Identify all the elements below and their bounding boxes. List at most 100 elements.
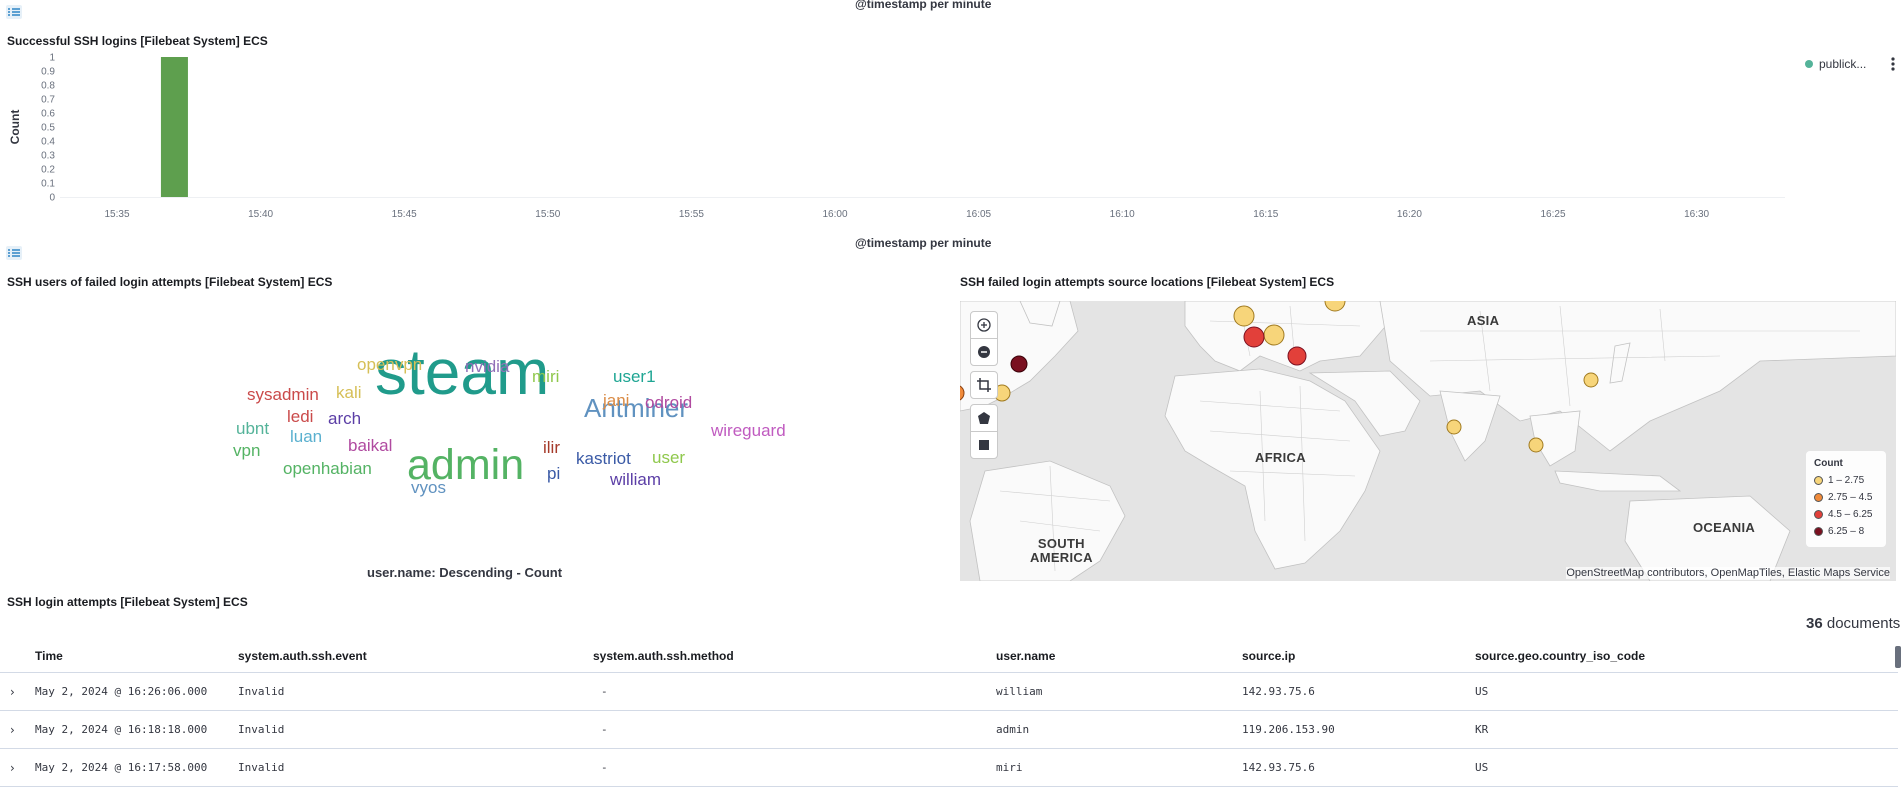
- fit-bounds-button[interactable]: [970, 371, 998, 399]
- tag-cloud-word[interactable]: ledi: [287, 407, 314, 426]
- tag-cloud: steam admin Antminer openvpn nvidia miri user1…: [0, 290, 950, 570]
- map-points-layer: [960, 301, 1599, 453]
- tag-cloud-word[interactable]: jani: [603, 391, 630, 410]
- tag-cloud-caption: user.name: Descending - Count: [367, 565, 563, 580]
- x-tick-label: 16:15: [1253, 209, 1278, 220]
- legend-dot: [1805, 60, 1813, 68]
- map-legend-row: 1 – 2.75: [1814, 472, 1878, 489]
- map-point[interactable]: [1583, 372, 1599, 388]
- x-tick-label: 15:35: [104, 209, 129, 220]
- map-point[interactable]: [1233, 305, 1255, 327]
- column-header-ssh-method[interactable]: system.auth.ssh.method: [593, 640, 996, 673]
- minus-icon: [978, 346, 990, 358]
- tag-cloud-word[interactable]: odroid: [645, 393, 693, 412]
- legend-toggle-button[interactable]: [6, 5, 22, 19]
- table-scrollbar[interactable]: [1895, 646, 1901, 668]
- map-point[interactable]: [1287, 346, 1307, 366]
- zoom-in-button[interactable]: [970, 311, 998, 339]
- y-tick-label: 0.4: [41, 137, 55, 148]
- bar-chart: 1 0.9 0.8 0.7 0.6 0.5 0.4 0.3 0.2 0.1 0 Count 15:35 1…: [8, 53, 1785, 220]
- tag-cloud-word[interactable]: user1: [613, 367, 656, 386]
- cell-ssh-event: Invalid: [238, 748, 593, 787]
- tag-cloud-word[interactable]: ubnt: [236, 419, 270, 438]
- cell-ssh-event: Invalid: [238, 710, 593, 749]
- continent-label-asia: ASIA: [1467, 313, 1500, 328]
- tag-cloud-word[interactable]: kastriot: [576, 449, 631, 468]
- zoom-out-button[interactable]: [970, 338, 998, 366]
- column-header-source-ip[interactable]: source.ip: [1242, 640, 1475, 673]
- cell-country-code: US: [1475, 748, 1898, 787]
- x-axis-title-top: @timestamp per minute: [855, 0, 992, 11]
- column-header-user-name[interactable]: user.name: [996, 640, 1242, 673]
- legend-dot: [1814, 510, 1823, 519]
- x-tick-label: 15:40: [248, 209, 273, 220]
- map-legend-row: 2.75 – 4.5: [1814, 489, 1878, 506]
- polygon-icon: [978, 412, 990, 424]
- tag-cloud-word[interactable]: baikal: [348, 436, 393, 455]
- map-point[interactable]: [960, 385, 965, 401]
- cell-user-name: miri: [996, 748, 1242, 787]
- cell-ssh-event: Invalid: [238, 672, 593, 711]
- map-point[interactable]: [1528, 437, 1544, 453]
- map-legend-title: Count: [1814, 458, 1843, 469]
- panel-title-tag-cloud: SSH users of failed login attempts [File…: [7, 275, 333, 289]
- tag-cloud-word[interactable]: wireguard: [711, 421, 786, 440]
- x-tick-label: 15:45: [392, 209, 417, 220]
- draw-polygon-button[interactable]: [970, 404, 998, 432]
- cell-time: May 2, 2024 @ 16:17:58.000: [35, 748, 238, 787]
- list-icon: [8, 249, 20, 257]
- legend-label: publick...: [1819, 57, 1867, 71]
- tag-cloud-word[interactable]: user: [652, 448, 686, 467]
- tag-cloud-word[interactable]: admin: [407, 441, 525, 489]
- tag-cloud-word[interactable]: openvpn: [357, 355, 423, 374]
- map-attribution[interactable]: OpenStreetMap contributors, OpenMapTiles…: [1566, 567, 1890, 579]
- expand-row-icon[interactable]: ›: [10, 722, 15, 737]
- column-header-ssh-event[interactable]: system.auth.ssh.event: [238, 640, 593, 673]
- expand-row-icon[interactable]: ›: [10, 684, 15, 699]
- map-point[interactable]: [1263, 324, 1285, 346]
- tag-cloud-word[interactable]: vyos: [411, 478, 446, 497]
- y-tick-label: 0.2: [41, 165, 55, 176]
- tag-cloud-word[interactable]: pi: [547, 464, 561, 483]
- map-point[interactable]: [1243, 326, 1265, 348]
- y-tick-label: 0.3: [41, 151, 55, 162]
- chart-legend-item[interactable]: publick...: [1805, 57, 1866, 71]
- table-row: › May 2, 2024 @ 16:18:18.000 Invalid - admin…: [0, 710, 1898, 749]
- tag-cloud-word[interactable]: arch: [328, 409, 362, 428]
- column-header-country-code[interactable]: source.geo.country_iso_code: [1475, 640, 1898, 673]
- expand-row-icon[interactable]: ›: [10, 760, 15, 775]
- tag-cloud-word[interactable]: kali: [336, 383, 362, 402]
- map-point[interactable]: [1324, 301, 1346, 312]
- draw-bounds-button[interactable]: [970, 431, 998, 459]
- column-header-time[interactable]: Time: [35, 640, 238, 673]
- x-tick-label: 16:10: [1110, 209, 1135, 220]
- document-count: 36 documents: [1806, 615, 1901, 632]
- tag-cloud-word[interactable]: Antminer: [584, 393, 689, 423]
- plus-icon: [977, 318, 991, 332]
- y-axis-title: Count: [8, 110, 22, 145]
- legend-dot: [1814, 493, 1823, 502]
- bar: [160, 57, 188, 197]
- tag-cloud-word[interactable]: william: [610, 470, 661, 489]
- tag-cloud-word[interactable]: miri: [532, 367, 560, 386]
- x-axis-title: @timestamp per minute: [855, 236, 992, 250]
- tag-cloud-word[interactable]: sysadmin: [247, 385, 319, 404]
- table-header-row: Time system.auth.ssh.event system.auth.s…: [0, 640, 1898, 673]
- tag-cloud-word[interactable]: nvidia: [465, 357, 510, 376]
- map-point[interactable]: [1446, 419, 1462, 435]
- tag-cloud-word[interactable]: openhabian: [283, 459, 372, 478]
- tag-cloud-word[interactable]: luan: [290, 427, 323, 446]
- y-tick-label: 0.8: [41, 81, 55, 92]
- panel-title-map: SSH failed login attempts source locatio…: [960, 275, 1335, 289]
- tag-cloud-word[interactable]: ilir: [543, 438, 560, 457]
- tag-cloud-word[interactable]: vpn: [233, 441, 261, 460]
- legend-toggle-button-2[interactable]: [6, 246, 22, 260]
- cell-time: May 2, 2024 @ 16:18:18.000: [35, 710, 238, 749]
- map-point[interactable]: [1010, 355, 1028, 373]
- tag-cloud-word[interactable]: steam: [375, 336, 550, 408]
- map-canvas[interactable]: ASIA AFRICA SOUTH AMERICA OCEANIA Count …: [960, 301, 1896, 581]
- cell-ssh-method: -: [593, 672, 996, 711]
- x-tick-label: 15:50: [535, 209, 560, 220]
- legend-options-icon[interactable]: [1890, 56, 1896, 77]
- table-row: › May 2, 2024 @ 16:26:06.000 Invalid - willi…: [0, 672, 1898, 711]
